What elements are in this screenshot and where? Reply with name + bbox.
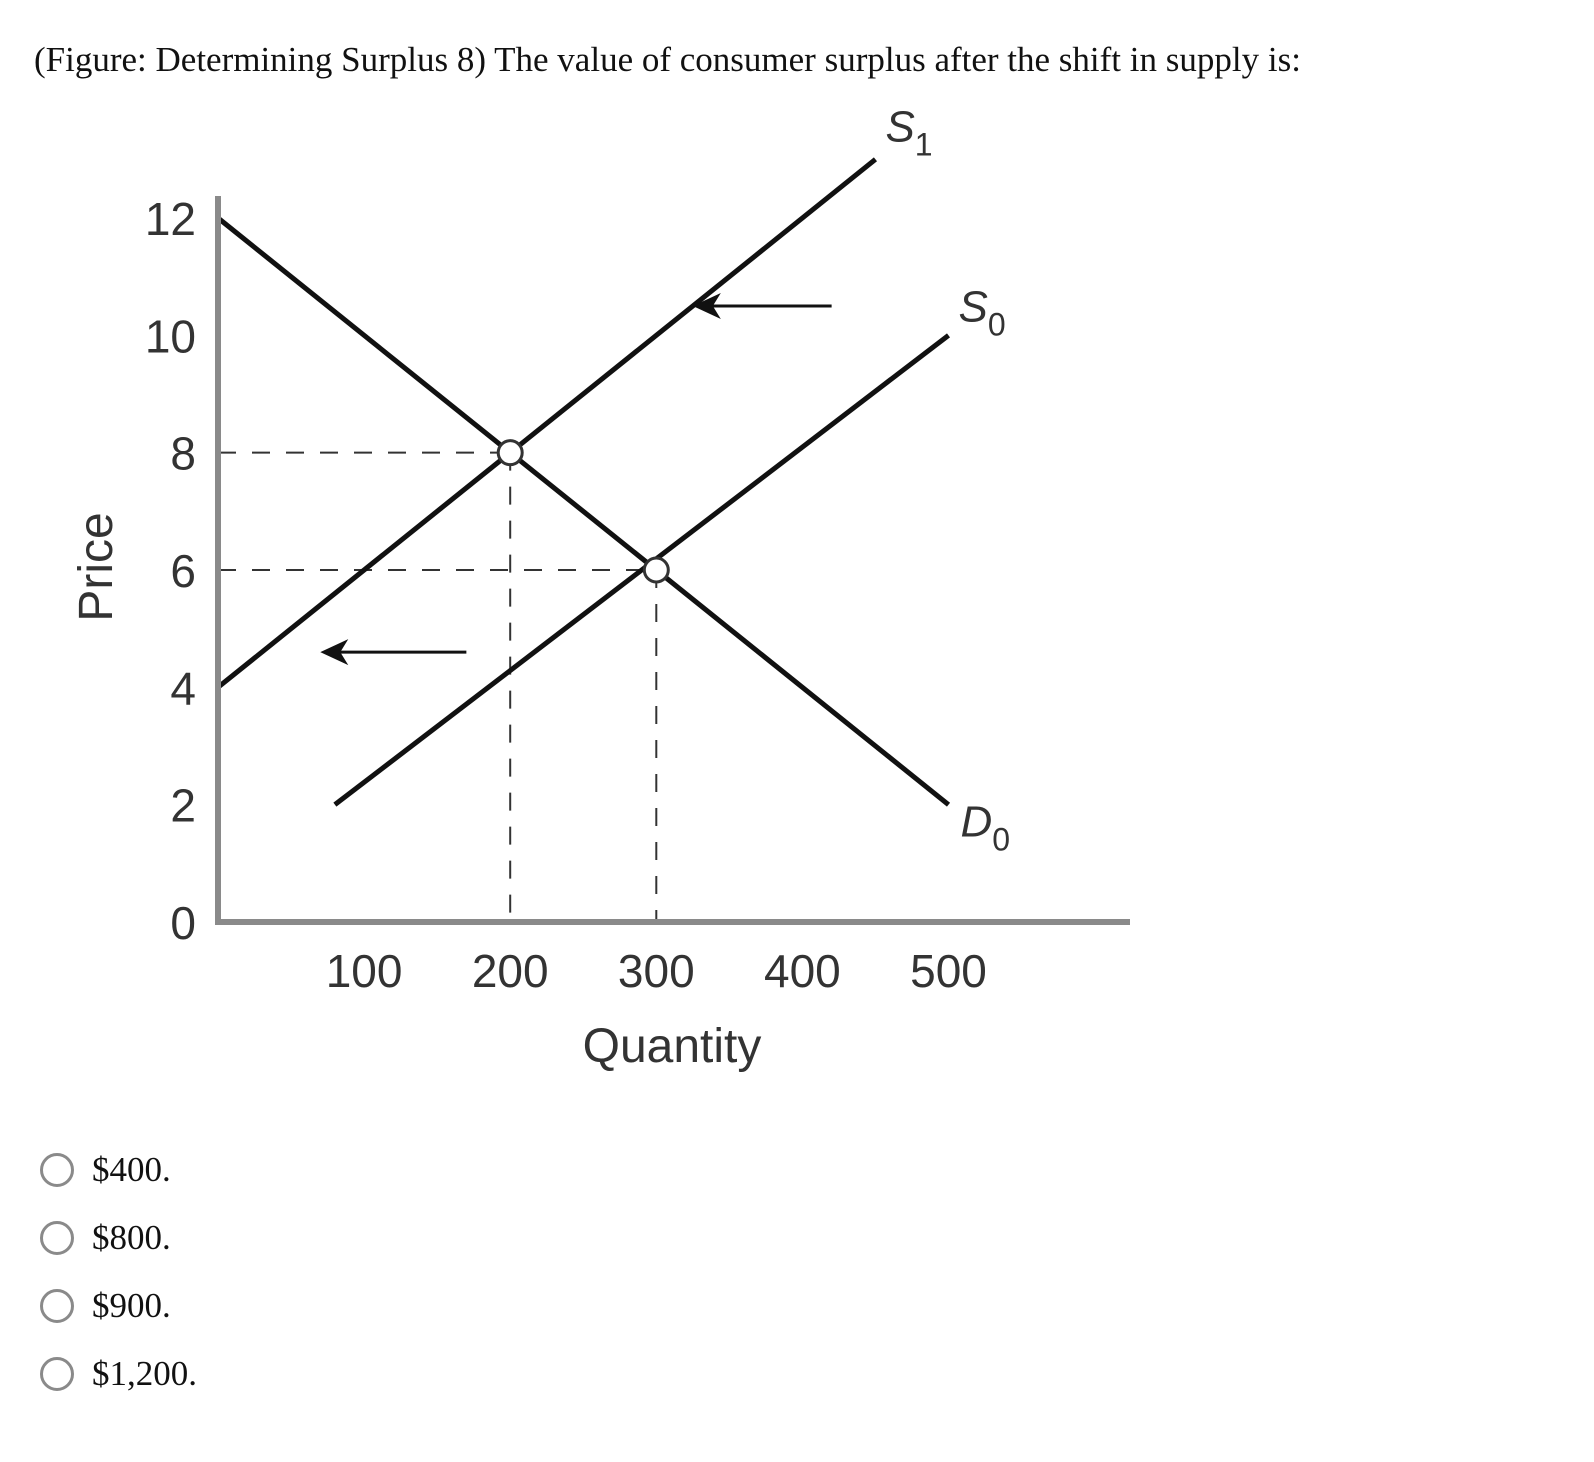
shift-arrow-head-icon	[320, 639, 349, 666]
y-tick-label: 10	[145, 310, 196, 362]
answer-option-4[interactable]: $1,200.	[40, 1340, 197, 1408]
radio-button-icon[interactable]	[40, 1153, 74, 1187]
x-tick-label: 100	[326, 945, 403, 997]
radio-button-icon[interactable]	[40, 1221, 74, 1255]
x-tick-label: 200	[472, 945, 549, 997]
x-axis-label: Quantity	[583, 1020, 762, 1073]
curve-s1	[216, 157, 878, 690]
radio-button-icon[interactable]	[40, 1357, 74, 1391]
equilibrium-point	[642, 556, 670, 584]
curve-d0	[216, 216, 951, 807]
shift-arrow-head-icon	[692, 292, 721, 319]
y-tick-label: 12	[145, 193, 196, 245]
answer-option-2[interactable]: $800.	[40, 1204, 197, 1272]
answer-option-3[interactable]: $900.	[40, 1272, 197, 1340]
answer-label: $1,200.	[92, 1354, 197, 1393]
curve-label-letter: S	[959, 282, 988, 331]
answer-option-1[interactable]: $400.	[40, 1136, 197, 1204]
curve-label: D0	[961, 798, 1011, 858]
curve-label-subscript: 0	[992, 822, 1010, 858]
x-tick-label: 300	[618, 945, 695, 997]
curve-label: S1	[885, 102, 932, 162]
y-tick-label: 2	[170, 780, 196, 832]
y-tick-label: 4	[170, 662, 196, 714]
radio-button-icon[interactable]	[40, 1289, 74, 1323]
answer-label: $900.	[92, 1286, 171, 1325]
question-text: (Figure: Determining Surplus 8) The valu…	[34, 40, 1301, 79]
answer-options: $400. $800. $900. $1,200.	[40, 1136, 197, 1408]
curve-label-letter: D	[961, 798, 993, 847]
x-tick-label: 500	[910, 945, 987, 997]
equilibrium-point	[496, 439, 524, 467]
answer-label: $800.	[92, 1218, 171, 1257]
answer-label: $400.	[92, 1150, 171, 1189]
curve-label: S0	[959, 282, 1006, 342]
x-tick-label: 400	[764, 945, 841, 997]
curve-s0	[333, 333, 951, 807]
y-tick-label: 6	[170, 545, 196, 597]
curve-label-subscript: 1	[915, 126, 933, 162]
y-axis-label: Price	[70, 512, 123, 621]
curve-label-letter: S	[885, 102, 914, 151]
curve-label-subscript: 0	[988, 306, 1006, 342]
y-tick-label: 0	[170, 897, 196, 949]
y-tick-label: 8	[170, 428, 196, 480]
